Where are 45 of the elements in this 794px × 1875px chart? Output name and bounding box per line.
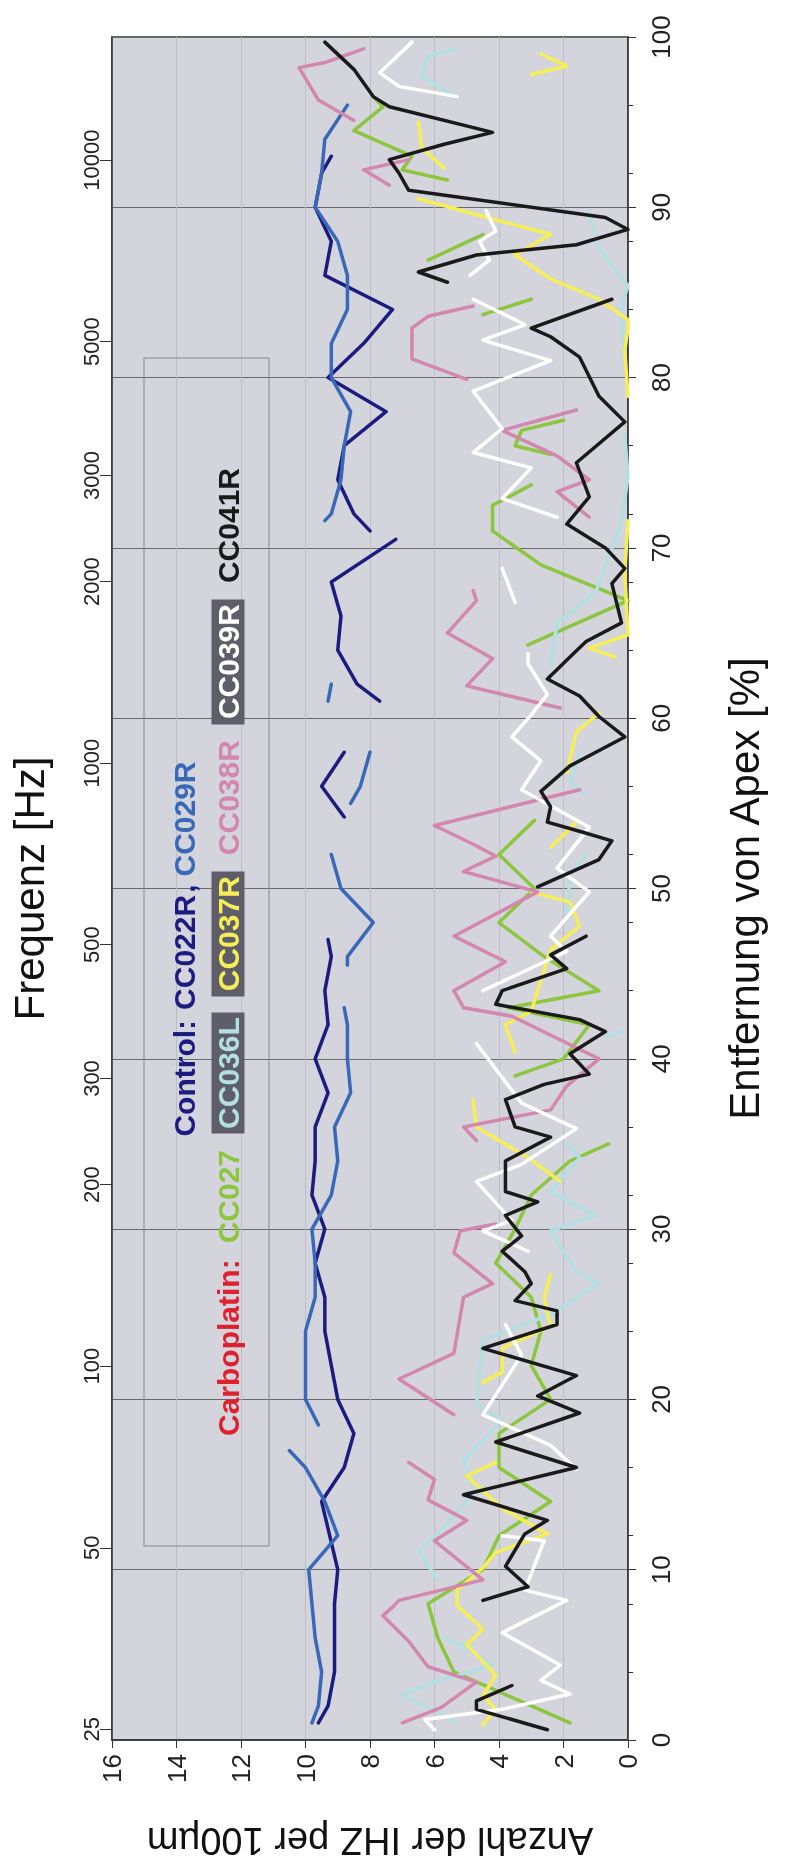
x-tick-label: 4 [484,1754,514,1769]
annotation: Carboplatin: [211,1259,244,1437]
y-tick-label: 70 [646,533,676,563]
y-tick-label: 0 [646,1732,676,1748]
x-tick-label: 2 [548,1754,579,1769]
y-tick-label: 60 [646,703,676,733]
x-tick-label: 6 [419,1754,450,1769]
x-axis-title: Anzahl der IHZ per 100µm [146,1820,594,1862]
y2-tick-label: 5000 [78,317,104,367]
x-tick-label: 12 [226,1754,256,1783]
text: CC036L [211,1012,244,1134]
x-tick-label: 14 [161,1754,192,1783]
text: CC039R [211,599,244,725]
annotation: Control: [167,1019,200,1137]
y2-axis-title: Frequenz [Hz] [5,756,53,1021]
y2-tick-label: 1000 [78,738,104,788]
y-tick-label: 80 [646,363,676,393]
y-tick-label: 10 [646,1555,676,1585]
y-tick-label: 90 [646,192,676,222]
y2-tick-label: 10000 [78,129,104,191]
text: CC029R [167,761,200,877]
y-tick-label: 50 [646,874,676,903]
y2-tick-label: 200 [78,1166,104,1204]
y2-tick-label: 300 [78,1060,104,1097]
y-tick-label: 100 [646,15,676,59]
y2-tick-label: 500 [78,926,104,964]
y-tick-label: 20 [646,1384,676,1414]
text: CC022R [167,894,200,1010]
y2-tick-label: 3000 [78,450,104,500]
y-axis-title: Entfernung von Apex [%] [720,657,768,1120]
text: CC027 [211,1149,244,1244]
text: CC038R [211,740,244,856]
y2-tick-label: 25 [78,1717,104,1742]
annotation: , [167,884,200,893]
y-tick-label: 30 [646,1214,676,1244]
x-tick-label: 10 [290,1754,321,1783]
text: CC041R [211,467,244,584]
y2-tick-label: 2000 [78,557,104,607]
x-tick-label: 0 [613,1754,643,1769]
y2-tick-label: 100 [78,1347,104,1385]
text: CC037R [211,871,244,997]
y-tick-label: 40 [646,1044,676,1074]
x-tick-label: 16 [97,1754,127,1783]
y2-tick-label: 50 [78,1535,104,1561]
x-tick-label: 8 [355,1754,385,1769]
